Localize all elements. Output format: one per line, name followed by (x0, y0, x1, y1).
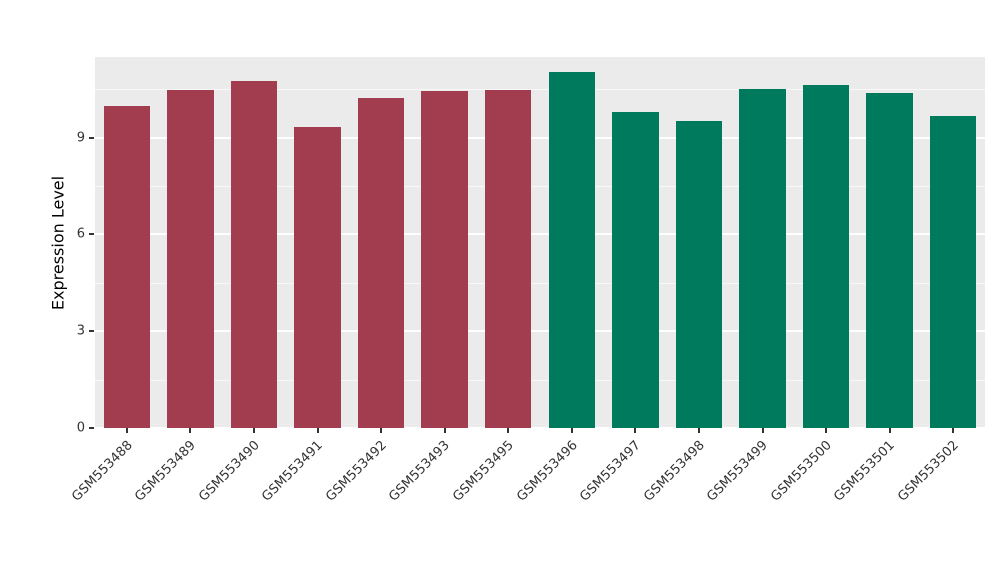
gridline-minor (95, 379, 985, 381)
x-tick-label: GSM553491 (259, 438, 327, 505)
x-tick-label: GSM553496 (513, 438, 581, 505)
bar (230, 80, 278, 428)
x-tick-label: GSM553495 (450, 438, 517, 505)
x-tick-label: GSM553498 (640, 438, 708, 505)
bar (739, 89, 786, 428)
x-tick-mark (380, 428, 383, 433)
y-tick-mark (89, 233, 94, 236)
x-tick-label: GSM553501 (831, 438, 899, 505)
x-tick-mark (316, 428, 319, 433)
bar (675, 120, 723, 428)
x-tick-label: GSM553500 (768, 438, 835, 505)
x-tick-mark (761, 428, 764, 433)
x-tick-label: GSM553502 (895, 438, 962, 505)
x-tick-mark (189, 428, 192, 433)
x-tick-mark (697, 428, 700, 433)
x-tick-mark (825, 428, 828, 433)
x-tick-mark (570, 428, 573, 433)
y-tick-mark (89, 427, 94, 429)
y-tick-mark (89, 136, 94, 139)
x-tick-label: GSM553497 (577, 438, 644, 505)
x-tick-mark (252, 428, 255, 433)
bar (294, 127, 341, 428)
bar (485, 89, 532, 428)
x-tick-mark (888, 428, 891, 433)
bar (103, 106, 150, 428)
x-tick-mark (443, 428, 446, 433)
gridline-major (95, 233, 985, 236)
x-tick-mark (952, 428, 955, 433)
gridline-major (95, 330, 985, 333)
x-tick-label: GSM553488 (68, 438, 136, 505)
bar (930, 115, 977, 428)
gridline-major (95, 136, 985, 139)
gridline-major (95, 427, 985, 429)
y-tick-label: 3 (76, 323, 85, 339)
y-tick-label: 0 (76, 420, 85, 436)
gridline-minor (95, 89, 985, 91)
bar (357, 98, 405, 428)
x-tick-mark (507, 428, 510, 433)
x-tick-label: GSM553499 (704, 438, 772, 505)
y-tick-label: 6 (76, 226, 85, 242)
y-tick-mark (89, 330, 94, 333)
x-tick-label: GSM553492 (323, 438, 390, 505)
bar (802, 85, 850, 428)
bar (421, 90, 468, 428)
gridline-minor (95, 282, 985, 284)
bar (548, 71, 595, 428)
bar (167, 89, 214, 428)
y-tick-label: 9 (76, 130, 85, 146)
x-tick-label: GSM553493 (386, 438, 454, 505)
x-tick-label: GSM553489 (132, 438, 199, 505)
bar (612, 111, 659, 428)
plot-panel (95, 57, 985, 429)
y-axis-title: Expression Level (48, 175, 68, 311)
x-tick-mark (125, 428, 128, 433)
x-tick-label: GSM553490 (195, 438, 263, 505)
x-tick-mark (634, 428, 637, 433)
gridline-minor (95, 186, 985, 188)
bar (866, 93, 913, 428)
